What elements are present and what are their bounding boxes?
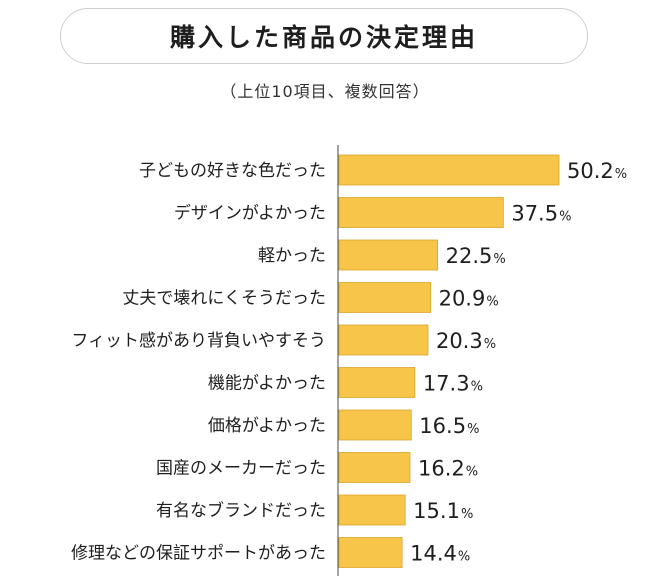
chart-subtitle: （上位10項目、複数回答） xyxy=(220,82,430,101)
bar xyxy=(338,494,406,526)
bar xyxy=(338,452,411,483)
chart-title: 購入した商品の決定理由 xyxy=(169,23,478,52)
data-label: 17.3% xyxy=(423,372,483,396)
bar xyxy=(338,367,416,398)
category-label: 軽かった xyxy=(258,246,326,266)
data-label: 16.5% xyxy=(419,414,479,438)
bar xyxy=(338,239,439,271)
bar xyxy=(338,409,412,441)
data-label: 37.5% xyxy=(511,202,571,226)
bar xyxy=(338,537,403,568)
data-label: 14.4% xyxy=(410,542,470,566)
category-label: 機能がよかった xyxy=(208,374,326,394)
category-label: デザインがよかった xyxy=(174,203,326,224)
category-label: 子どもの好きな色だった xyxy=(139,161,326,181)
category-label: 国産のメーカーだった xyxy=(156,459,326,479)
data-label: 20.3% xyxy=(436,329,496,353)
bar xyxy=(338,282,431,313)
bar xyxy=(338,197,504,228)
category-label: 価格がよかった xyxy=(208,416,326,436)
chart-title-frame: 購入した商品の決定理由 xyxy=(60,8,588,64)
data-label: 22.5% xyxy=(446,244,506,268)
data-label: 15.1% xyxy=(413,499,473,523)
category-label: 丈夫で壊れにくそうだった xyxy=(122,289,326,309)
data-label: 20.9% xyxy=(439,287,499,311)
category-label: 修理などの保証サポートがあった xyxy=(71,544,326,564)
bar xyxy=(338,324,429,356)
bar xyxy=(338,154,560,186)
category-label: 有名なブランドだった xyxy=(156,500,326,521)
data-label: 50.2% xyxy=(567,159,627,183)
data-label: 16.2% xyxy=(418,457,478,481)
category-label: フィット感があり背負いやすそう xyxy=(71,331,326,351)
